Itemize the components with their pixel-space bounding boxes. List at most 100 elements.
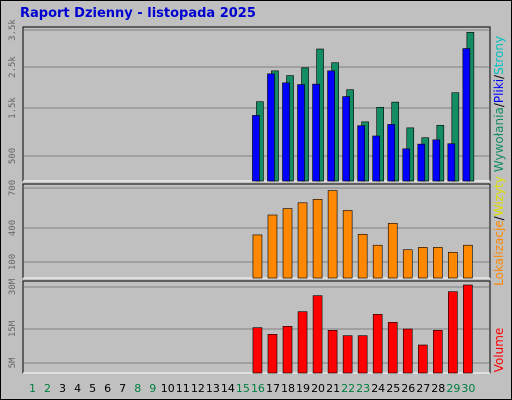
- x-axis-day-label: 6: [104, 382, 111, 395]
- x-axis-day-label: 7: [119, 382, 126, 395]
- volume-bar-day-25: [387, 322, 398, 374]
- visits-bar-day-25: [387, 223, 398, 279]
- top-legend: Wywołania/Pliki/Strony: [492, 36, 506, 172]
- visits-bar-day-23: [357, 233, 368, 279]
- x-axis-day-label: 22: [341, 382, 355, 395]
- files-bar-day-27: [417, 143, 426, 182]
- x-axis-day-label: 28: [431, 382, 445, 395]
- files-bar-day-19: [297, 84, 305, 182]
- top-legend-part: Pliki: [492, 79, 506, 103]
- x-axis-day-label: 18: [281, 382, 295, 395]
- volume-bar-day-18: [282, 326, 293, 374]
- x-axis-day-label: 29: [446, 382, 460, 395]
- panel-1-ytick-label: 500: [8, 148, 18, 164]
- x-axis-day-label: 1: [29, 382, 36, 395]
- panel-3-ytick-label: 5M: [8, 357, 18, 368]
- x-axis-day-label: 10: [161, 382, 175, 395]
- files-bar-day-17: [267, 73, 275, 182]
- visits-bar-day-17: [267, 214, 278, 279]
- visits-bar-day-24: [372, 244, 383, 279]
- visits-bar-day-29: [448, 251, 458, 279]
- panel-1-ytick-label: 3.5k: [8, 19, 18, 41]
- panel-3-ytick-label: 15M: [8, 320, 18, 337]
- top-legend-part: Wywołania: [492, 107, 506, 172]
- visits-bar-day-16: [252, 234, 263, 279]
- files-bar-day-23: [357, 125, 365, 182]
- x-axis-day-label: 20: [311, 382, 325, 395]
- files-bar-day-18: [282, 82, 290, 182]
- volume-bar-day-24: [372, 314, 383, 374]
- panel-1-ytick-label: 2.5k: [8, 56, 18, 78]
- panel-2-ytick-label: 100: [8, 254, 18, 270]
- visits-bar-day-28: [433, 247, 443, 279]
- hits-bar-day-29: [451, 92, 460, 182]
- volume-bar-day-22: [342, 335, 353, 374]
- volume-bar-day-20: [312, 295, 323, 374]
- x-axis-day-label: 12: [191, 382, 205, 395]
- visits-bar-day-30: [463, 244, 473, 279]
- files-bar-day-24: [372, 135, 380, 182]
- visits-bar-day-22: [342, 210, 353, 279]
- files-bar-day-25: [387, 124, 396, 182]
- x-axis-day-label: 21: [326, 382, 340, 395]
- x-axis-day-label: 26: [401, 382, 415, 395]
- files-bar-day-30: [462, 48, 471, 182]
- x-axis-day-label: 17: [266, 382, 280, 395]
- x-axis-day-label: 19: [296, 382, 310, 395]
- files-bar-day-28: [432, 139, 441, 182]
- x-axis-day-label: 30: [461, 382, 475, 395]
- x-axis-day-label: 27: [416, 382, 430, 395]
- x-axis-day-label: 24: [371, 382, 385, 395]
- volume-bar-day-26: [402, 328, 413, 374]
- volume-bar-day-27: [417, 344, 428, 374]
- panel-2-ytick-label: 700: [8, 180, 18, 196]
- panel-3-ytick-label: 30M: [8, 278, 18, 295]
- visits-bar-day-21: [327, 190, 338, 279]
- volume-bar-day-19: [297, 311, 308, 374]
- middle-legend: Lokalizacje/Wizyty: [492, 176, 506, 286]
- volume-bar-day-23: [357, 335, 368, 374]
- volume-bar-day-29: [448, 291, 458, 374]
- panel-1-ytick-label: 1.5k: [8, 97, 18, 119]
- files-bar-day-21: [327, 70, 335, 182]
- top-legend-part: Strony: [492, 36, 506, 75]
- x-axis-day-label: 13: [206, 382, 220, 395]
- volume-bar-day-16: [252, 327, 263, 374]
- visits-bar-day-18: [282, 208, 293, 279]
- x-axis-day-label: 4: [74, 382, 81, 395]
- visits-bar-day-27: [417, 247, 428, 279]
- x-axis-day-label: 15: [236, 382, 250, 395]
- x-axis-day-label: 2: [44, 382, 51, 395]
- middle-legend-part: Wizyty: [492, 176, 506, 216]
- volume-bar-day-30: [463, 284, 473, 374]
- x-axis-day-label: 9: [149, 382, 156, 395]
- files-bar-day-20: [312, 83, 320, 182]
- panel-2-ytick-label: 400: [8, 220, 18, 236]
- files-bar-day-16: [252, 115, 260, 182]
- bottom-legend-part: Volume: [492, 328, 506, 373]
- chart-title: Raport Dzienny - listopada 2025: [20, 6, 256, 21]
- files-bar-day-26: [402, 148, 411, 182]
- middle-legend-part: /: [492, 215, 506, 220]
- bottom-legend: Volume: [492, 328, 506, 373]
- x-axis-day-label: 5: [89, 382, 96, 395]
- x-axis-day-label: 25: [386, 382, 400, 395]
- x-axis-day-label: 23: [356, 382, 370, 395]
- volume-bar-day-21: [327, 330, 338, 374]
- x-axis-day-label: 16: [251, 382, 265, 395]
- visits-bar-day-26: [402, 249, 413, 279]
- top-legend-part: /: [492, 102, 506, 107]
- files-bar-day-22: [342, 96, 350, 182]
- x-axis-day-label: 14: [221, 382, 235, 395]
- x-axis-day-label: 3: [59, 382, 66, 395]
- middle-legend-part: Lokalizacje: [492, 220, 506, 286]
- top-legend-part: /: [492, 74, 506, 79]
- files-bar-day-29: [447, 143, 456, 182]
- x-axis-day-label: 8: [134, 382, 141, 395]
- visits-bar-day-20: [312, 199, 323, 279]
- volume-bar-day-17: [267, 334, 278, 374]
- volume-bar-day-28: [433, 330, 443, 374]
- visits-bar-day-19: [297, 202, 308, 279]
- x-axis-day-label: 11: [176, 382, 190, 395]
